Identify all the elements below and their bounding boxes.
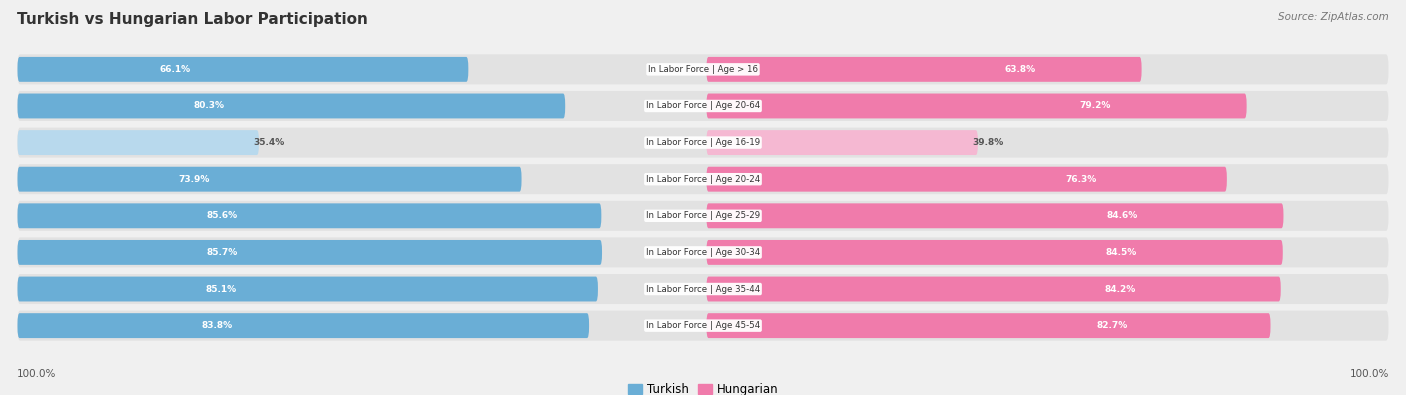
Legend: Turkish, Hungarian: Turkish, Hungarian [627, 383, 779, 395]
Text: In Labor Force | Age 16-19: In Labor Force | Age 16-19 [645, 138, 761, 147]
FancyBboxPatch shape [17, 167, 522, 192]
Text: In Labor Force | Age > 16: In Labor Force | Age > 16 [648, 65, 758, 74]
FancyBboxPatch shape [706, 94, 1247, 118]
Text: 84.6%: 84.6% [1107, 211, 1137, 220]
Text: In Labor Force | Age 45-54: In Labor Force | Age 45-54 [645, 321, 761, 330]
FancyBboxPatch shape [706, 130, 979, 155]
Text: 84.5%: 84.5% [1105, 248, 1137, 257]
FancyBboxPatch shape [17, 203, 602, 228]
FancyBboxPatch shape [706, 276, 1281, 301]
FancyBboxPatch shape [706, 313, 1271, 338]
Text: 83.8%: 83.8% [202, 321, 233, 330]
FancyBboxPatch shape [706, 203, 1284, 228]
Text: 39.8%: 39.8% [973, 138, 1004, 147]
FancyBboxPatch shape [17, 201, 1389, 231]
FancyBboxPatch shape [17, 237, 1389, 267]
FancyBboxPatch shape [706, 167, 1227, 192]
FancyBboxPatch shape [17, 94, 565, 118]
FancyBboxPatch shape [17, 55, 1389, 85]
FancyBboxPatch shape [17, 240, 602, 265]
FancyBboxPatch shape [17, 276, 598, 301]
Text: 63.8%: 63.8% [1004, 65, 1035, 74]
Text: 85.1%: 85.1% [205, 284, 236, 293]
Text: 76.3%: 76.3% [1066, 175, 1097, 184]
Text: 84.2%: 84.2% [1104, 284, 1136, 293]
FancyBboxPatch shape [17, 274, 1389, 304]
FancyBboxPatch shape [706, 57, 1142, 82]
FancyBboxPatch shape [17, 164, 1389, 194]
FancyBboxPatch shape [17, 310, 1389, 340]
Text: 85.6%: 85.6% [207, 211, 238, 220]
Text: In Labor Force | Age 35-44: In Labor Force | Age 35-44 [645, 284, 761, 293]
Text: Source: ZipAtlas.com: Source: ZipAtlas.com [1278, 12, 1389, 22]
Text: 66.1%: 66.1% [160, 65, 191, 74]
Text: 73.9%: 73.9% [179, 175, 209, 184]
Text: In Labor Force | Age 20-64: In Labor Force | Age 20-64 [645, 102, 761, 111]
Text: In Labor Force | Age 20-24: In Labor Force | Age 20-24 [645, 175, 761, 184]
Text: 35.4%: 35.4% [253, 138, 285, 147]
Text: 80.3%: 80.3% [194, 102, 225, 111]
Text: In Labor Force | Age 30-34: In Labor Force | Age 30-34 [645, 248, 761, 257]
FancyBboxPatch shape [17, 57, 468, 82]
Text: 100.0%: 100.0% [17, 369, 56, 379]
FancyBboxPatch shape [17, 128, 1389, 158]
Text: 85.7%: 85.7% [207, 248, 238, 257]
FancyBboxPatch shape [17, 130, 259, 155]
Text: 100.0%: 100.0% [1350, 369, 1389, 379]
Text: In Labor Force | Age 25-29: In Labor Force | Age 25-29 [645, 211, 761, 220]
Text: Turkish vs Hungarian Labor Participation: Turkish vs Hungarian Labor Participation [17, 12, 368, 27]
FancyBboxPatch shape [17, 91, 1389, 121]
FancyBboxPatch shape [706, 240, 1282, 265]
Text: 79.2%: 79.2% [1080, 102, 1111, 111]
FancyBboxPatch shape [17, 313, 589, 338]
Text: 82.7%: 82.7% [1097, 321, 1128, 330]
